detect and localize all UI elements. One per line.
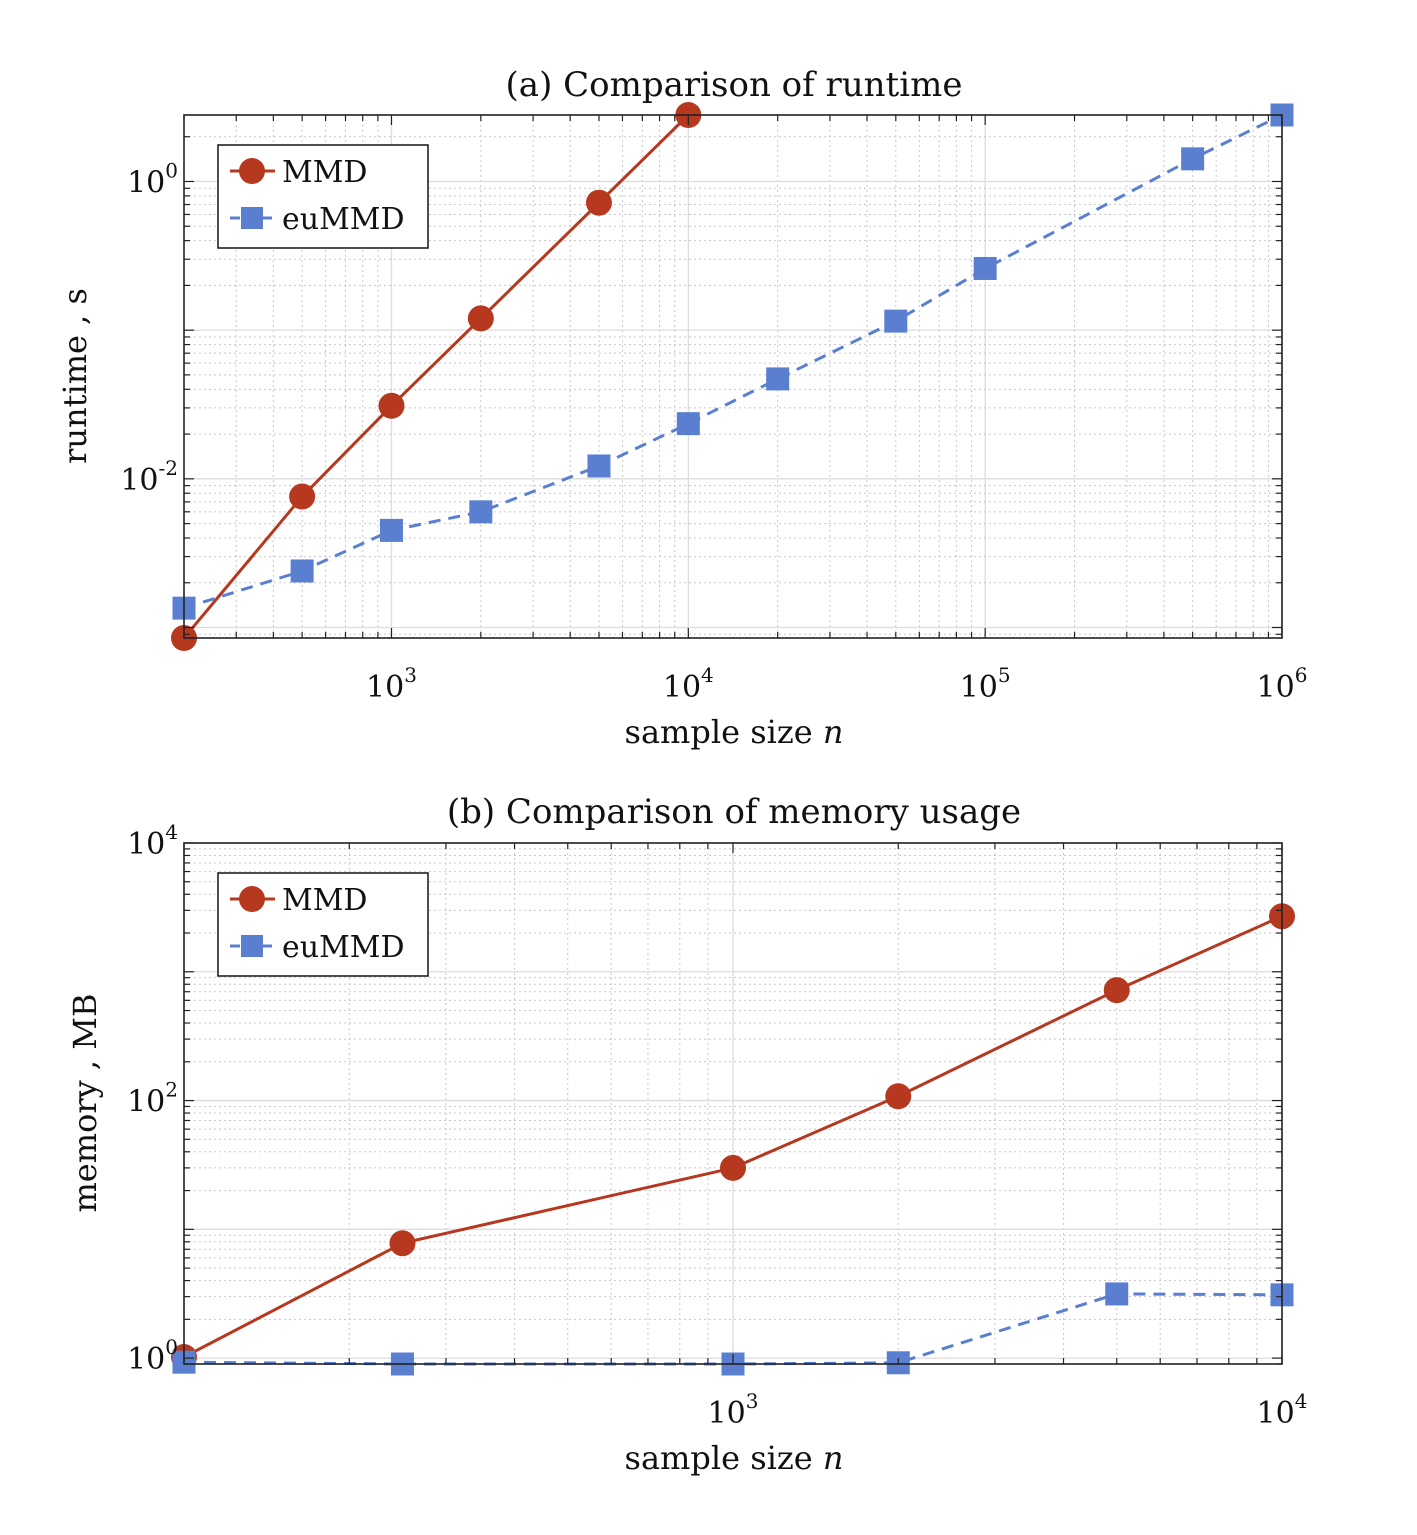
data-point-mmd[interactable]	[585, 189, 612, 216]
data-point-eummd[interactable]	[884, 309, 908, 333]
legend-mmd-label: MMD	[282, 883, 368, 918]
x-tick-label: 103	[366, 663, 417, 705]
plot-frame	[183, 114, 1283, 639]
data-point-eummd[interactable]	[973, 256, 997, 280]
chart-title: (a) Comparison of runtime	[506, 65, 963, 105]
x-tick-label: 106	[1257, 663, 1308, 705]
data-point-eummd[interactable]	[1181, 147, 1205, 171]
x-tick-label: 105	[960, 663, 1011, 705]
data-point-mmd[interactable]	[389, 1230, 416, 1257]
series-line-eummd	[183, 113, 1283, 610]
runtime-chart: (a) Comparison of runtime 103 104 105 10610…	[56, 65, 1307, 751]
y-axis-label: memory , MB	[66, 993, 104, 1212]
y-tick-label: 104	[127, 820, 178, 862]
legend-eummd-marker	[241, 935, 263, 957]
data-point-eummd[interactable]	[1105, 1282, 1129, 1306]
tick-layer: 103 104 100 102 104	[127, 820, 1307, 1431]
x-axis-label: sample size n	[625, 713, 844, 751]
series-layer	[171, 102, 1294, 651]
y-tick-label: 100	[127, 158, 178, 200]
series-layer	[171, 903, 1295, 1376]
data-point-eummd[interactable]	[290, 559, 314, 583]
data-point-mmd[interactable]	[885, 1083, 912, 1110]
tick-layer: 103 104 105 106 10-2 100	[120, 115, 1307, 705]
y-tick-label: 10-2	[120, 456, 178, 498]
legend-mmd-label: MMD	[282, 155, 368, 190]
memory-chart: (b) Comparison of memory usage 103 104 100…	[66, 792, 1307, 1477]
data-point-mmd[interactable]	[1103, 977, 1130, 1004]
data-point-eummd[interactable]	[766, 367, 790, 391]
x-tick-label: 104	[663, 663, 714, 705]
legend-eummd-marker	[241, 207, 263, 229]
legend[interactable]: MMD euMMD	[217, 872, 429, 977]
x-tick-label: 104	[1257, 1389, 1308, 1431]
legend[interactable]: MMD euMMD	[217, 144, 429, 249]
legend-eummd-label: euMMD	[282, 202, 405, 237]
x-tick-label: 103	[708, 1389, 759, 1431]
grid	[183, 842, 1283, 1365]
data-point-mmd[interactable]	[378, 392, 405, 419]
series-line-mmd	[182, 113, 690, 639]
data-point-eummd[interactable]	[469, 500, 493, 524]
data-point-mmd[interactable]	[720, 1154, 746, 1181]
legend-eummd-label: euMMD	[282, 930, 405, 965]
y-tick-label: 100	[127, 1335, 178, 1377]
series-line-mmd	[183, 914, 1283, 1359]
y-tick-label: 102	[127, 1078, 178, 1120]
data-point-eummd[interactable]	[587, 454, 611, 478]
data-point-mmd[interactable]	[289, 483, 316, 510]
data-point-eummd[interactable]	[379, 518, 403, 542]
y-axis-label: runtime , s	[56, 288, 94, 464]
legend-mmd-marker	[239, 886, 265, 912]
data-point-mmd[interactable]	[467, 305, 494, 332]
x-axis-label: sample size n	[625, 1439, 844, 1477]
data-point-eummd[interactable]	[676, 412, 700, 436]
chart-title: (b) Comparison of memory usage	[447, 792, 1021, 832]
legend-mmd-marker	[239, 158, 265, 184]
